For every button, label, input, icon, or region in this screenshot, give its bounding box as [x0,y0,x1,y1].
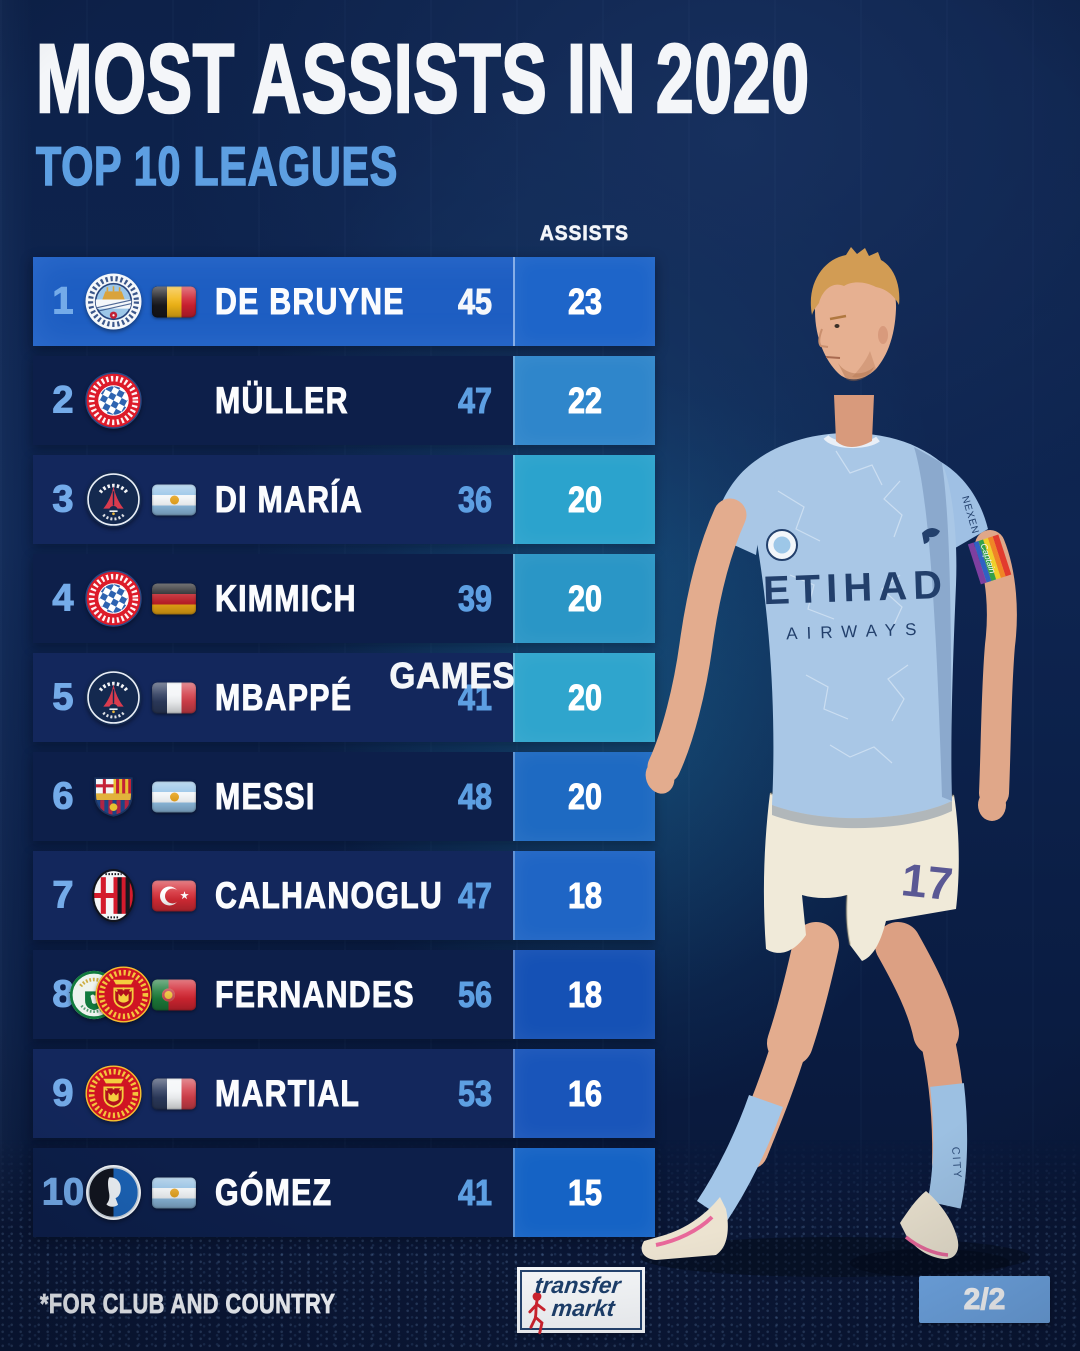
club-badge-manchester-city-icon [83,273,145,331]
table-row: 8 FERNANDES 56 18 [33,950,655,1039]
table-row: 5 MBAPPÉ 41 20 [33,653,655,742]
page-subtitle: TOP 10 LEAGUES [35,135,399,197]
flag-argentina-icon [152,1177,196,1208]
brand-word-top: transfer [533,1272,623,1298]
club-badge-barcelona-icon [83,768,145,826]
shirt-sponsor-line1: ETIHAD [762,563,948,613]
assists-value: 23 [567,280,603,322]
front-boot [641,1197,728,1260]
flag-germany-icon [152,583,196,614]
transfermarkt-logo: transfer markt [520,1270,642,1335]
club-badge-atalanta-icon [83,1164,145,1222]
assists-value: 20 [567,775,603,817]
back-sock [927,1083,968,1209]
player-name: GÓMEZ [215,1171,333,1213]
assists-value: 16 [567,1072,603,1114]
player-name: MARTIAL [215,1072,361,1114]
player-name: MBAPPÉ [215,676,353,718]
assists-value: 15 [567,1171,603,1213]
club-badge-man-united-icon [83,1065,145,1123]
player-name: DE BRUYNE [215,280,405,322]
flag-argentina-icon [152,484,196,515]
table-row: 3 DI MARÍA 36 20 [33,455,655,544]
table-row: 7 CALHANOGLU 47 18 [33,851,655,940]
flag-portugal-icon [152,979,196,1010]
assists-value: 20 [567,478,603,520]
assists-value: 18 [567,874,603,916]
table-row: 10 GÓMEZ 41 15 [33,1148,655,1237]
table-row: 1 DE BRUYNE 45 23 [33,257,655,346]
player-name: MÜLLER [215,379,349,421]
flag-france-icon [152,1078,196,1109]
page-indicator-badge: 2/2 [919,1276,1050,1323]
shorts-number: 17 [899,853,955,910]
assists-value: 18 [567,973,603,1015]
club-badge-ac-milan-icon [83,867,145,925]
table-row: 9 MARTIAL 53 16 [33,1049,655,1138]
assists-value: 22 [567,379,603,421]
ear [878,326,888,344]
front-sock [696,1094,783,1221]
table-row: 2 MÜLLER 47 22 [33,356,655,445]
table-row: 6 MESSI 48 20 [33,752,655,841]
column-header-games: GAMES [389,654,516,696]
player-name: KIMMICH [215,577,357,619]
flag-belgium-icon [152,286,196,317]
leaderboard-table: 1 DE BRUYNE 45 23 2 MÜLLER 47 22 3 DI MARÍA 36 20 4 K… [33,257,655,1247]
table-row: 4 KIMMICH 39 20 [33,554,655,643]
sock-text: CITY [949,1146,963,1180]
flag-france-icon [152,682,196,713]
flag-argentina-icon [152,781,196,812]
player-name: DI MARÍA [215,478,364,520]
flag-turkey-icon [152,880,196,911]
assists-value: 20 [567,676,603,718]
club-badge-psg-icon [83,471,145,529]
club-badge-bayern-icon [83,569,145,628]
brand-word-bottom: markt [550,1294,617,1321]
page-title: MOST ASSISTS IN 2020 [35,24,810,133]
club-badge-psg-icon [83,669,145,727]
club-badge-bayern-icon [83,371,145,430]
column-header-assists: ASSISTS [539,222,629,246]
player-photo-kevin-de-bruyne: Captain NEXEN CITY 17 [640,247,1030,1277]
player-name: MESSI [215,775,316,817]
assists-value: 20 [567,577,603,619]
club-badge-sporting-man-united-icon [69,966,161,1024]
footnote: *FOR CLUB AND COUNTRY [40,1288,336,1320]
